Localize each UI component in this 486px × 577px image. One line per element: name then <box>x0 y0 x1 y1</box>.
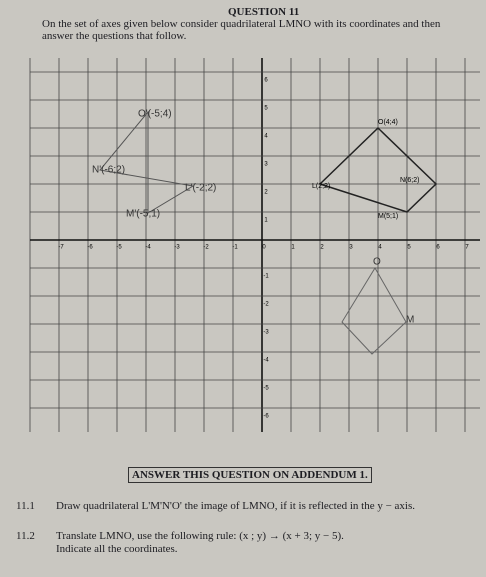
y-axis-label: 3 <box>264 162 268 168</box>
x-axis-label: -4 <box>145 245 151 251</box>
x-axis-label: 2 <box>320 245 324 251</box>
x-axis-label: -5 <box>116 245 122 251</box>
coordinate-grid: O(4;4) N(6;2) L(2;2) M(5;1) O'(-5;4) N'(… <box>29 58 480 432</box>
y-axis-label: -5 <box>263 386 269 392</box>
y-axis-label: -2 <box>263 302 269 308</box>
x-axis-label: -3 <box>174 245 180 251</box>
handwritten-label: M <box>406 315 414 326</box>
x-axis-label: -7 <box>58 245 64 251</box>
x-axis-label: -2 <box>203 245 209 251</box>
question-number: 11.2 <box>16 530 35 542</box>
x-axis-label: 5 <box>407 245 411 251</box>
point-label: O(4;4) <box>378 119 398 126</box>
y-axis-label: 5 <box>264 106 268 112</box>
y-axis-label: -3 <box>263 330 269 336</box>
point-label: L(2;2) <box>312 183 330 190</box>
question-text: Draw quadrilateral L'M'N'O' the image of… <box>56 500 415 512</box>
y-axis-label: 6 <box>264 78 268 84</box>
x-axis-label: -6 <box>87 245 93 251</box>
x-axis-label: 1 <box>291 245 295 251</box>
point-label: N(6;2) <box>400 177 419 184</box>
question-number: 11.1 <box>16 500 35 512</box>
quadrilateral-lmno <box>318 126 438 213</box>
y-axis-label: -6 <box>263 414 269 420</box>
question-text: Translate LMNO, use the following rule: … <box>56 530 344 542</box>
x-axis-label: 0 <box>262 245 266 251</box>
y-axis-label: 4 <box>264 134 268 140</box>
grid-lines <box>29 58 480 432</box>
x-axis-label: 3 <box>349 245 353 251</box>
handwritten-label: L'(-2;2) <box>185 183 216 194</box>
intro: On the set of axes given below consider … <box>42 18 441 42</box>
point-label: M(5;1) <box>378 213 398 220</box>
instruction: ANSWER THIS QUESTION ON ADDENDUM 1. <box>128 467 372 483</box>
x-axis-label: -1 <box>232 245 238 251</box>
handwritten-label: N'(-6;2) <box>92 165 125 176</box>
x-axis-label: 4 <box>378 245 382 251</box>
translated-quadrilateral <box>341 267 407 355</box>
x-axis-label: 7 <box>465 245 469 251</box>
handwritten-label: M'(-5;1) <box>126 209 160 220</box>
y-axis-label: 1 <box>264 218 268 224</box>
question-note: Indicate all the coordinates. <box>56 543 178 555</box>
y-axis-label: -4 <box>263 358 269 364</box>
question-title: QUESTION 11 <box>228 6 300 18</box>
y-axis-label: 2 <box>264 190 268 196</box>
handwritten-label: O'(-5;4) <box>138 109 172 120</box>
x-axis-label: 6 <box>436 245 440 251</box>
handwritten-label: O <box>373 257 381 268</box>
reflected-quadrilateral <box>99 110 195 214</box>
y-axis-label: -1 <box>263 274 269 280</box>
